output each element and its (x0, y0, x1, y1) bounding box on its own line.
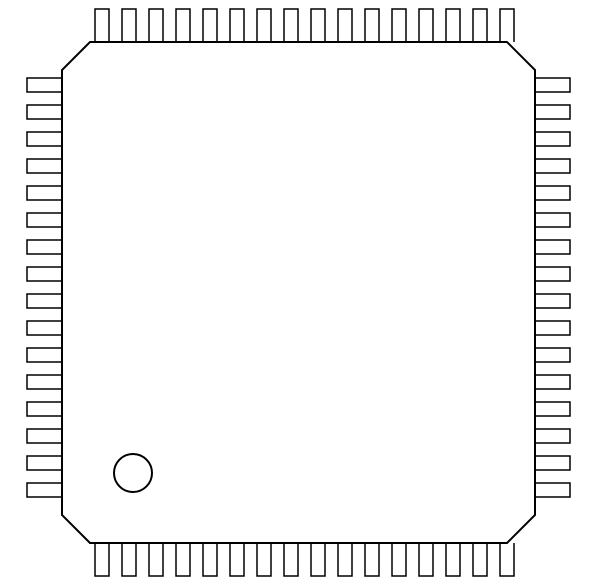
pin-right (535, 186, 570, 200)
pin-left (27, 348, 62, 362)
pin-right (535, 267, 570, 281)
pin-left (27, 213, 62, 227)
pin-right (535, 78, 570, 92)
pin-right (535, 456, 570, 470)
pin-top (122, 9, 136, 42)
pin-left (27, 456, 62, 470)
pin-top (230, 9, 244, 42)
pin-right (535, 213, 570, 227)
pin-bottom (203, 543, 217, 576)
pin-bottom (311, 543, 325, 576)
pin-bottom (338, 543, 352, 576)
qfp-package-outline (0, 0, 600, 587)
pin-left (27, 402, 62, 416)
pin-bottom (176, 543, 190, 576)
pin-bottom (446, 543, 460, 576)
pin-top (500, 9, 514, 42)
pin-right (535, 132, 570, 146)
pin-left (27, 375, 62, 389)
pin-top (392, 9, 406, 42)
pin-bottom (122, 543, 136, 576)
pin-top (419, 9, 433, 42)
pin-bottom (284, 543, 298, 576)
pin-left (27, 240, 62, 254)
pin-bottom (149, 543, 163, 576)
pin-right (535, 402, 570, 416)
pin-right (535, 429, 570, 443)
pin1-marker (114, 454, 152, 492)
pin-bottom (257, 543, 271, 576)
pin-top (176, 9, 190, 42)
pin-right (535, 321, 570, 335)
pin-right (535, 375, 570, 389)
pin-bottom (419, 543, 433, 576)
pin-left (27, 186, 62, 200)
pin-top (446, 9, 460, 42)
pin-top (473, 9, 487, 42)
pin-right (535, 294, 570, 308)
pin-left (27, 132, 62, 146)
pin-left (27, 483, 62, 497)
pin-top (311, 9, 325, 42)
pin-left (27, 78, 62, 92)
pin-bottom (365, 543, 379, 576)
pin-top (95, 9, 109, 42)
pin-top (149, 9, 163, 42)
pin-left (27, 159, 62, 173)
pin-left (27, 267, 62, 281)
pin-top (284, 9, 298, 42)
pin-bottom (392, 543, 406, 576)
pin-bottom (230, 543, 244, 576)
pin-bottom (473, 543, 487, 576)
pin-bottom (500, 543, 514, 576)
pin-right (535, 240, 570, 254)
pin-top (365, 9, 379, 42)
pin-bottom (95, 543, 109, 576)
pin-left (27, 321, 62, 335)
pin-right (535, 159, 570, 173)
pin-right (535, 483, 570, 497)
pin-right (535, 348, 570, 362)
pin-top (203, 9, 217, 42)
pin-top (338, 9, 352, 42)
pin-left (27, 429, 62, 443)
pin-left (27, 105, 62, 119)
pin-right (535, 105, 570, 119)
pin-left (27, 294, 62, 308)
pin-top (257, 9, 271, 42)
